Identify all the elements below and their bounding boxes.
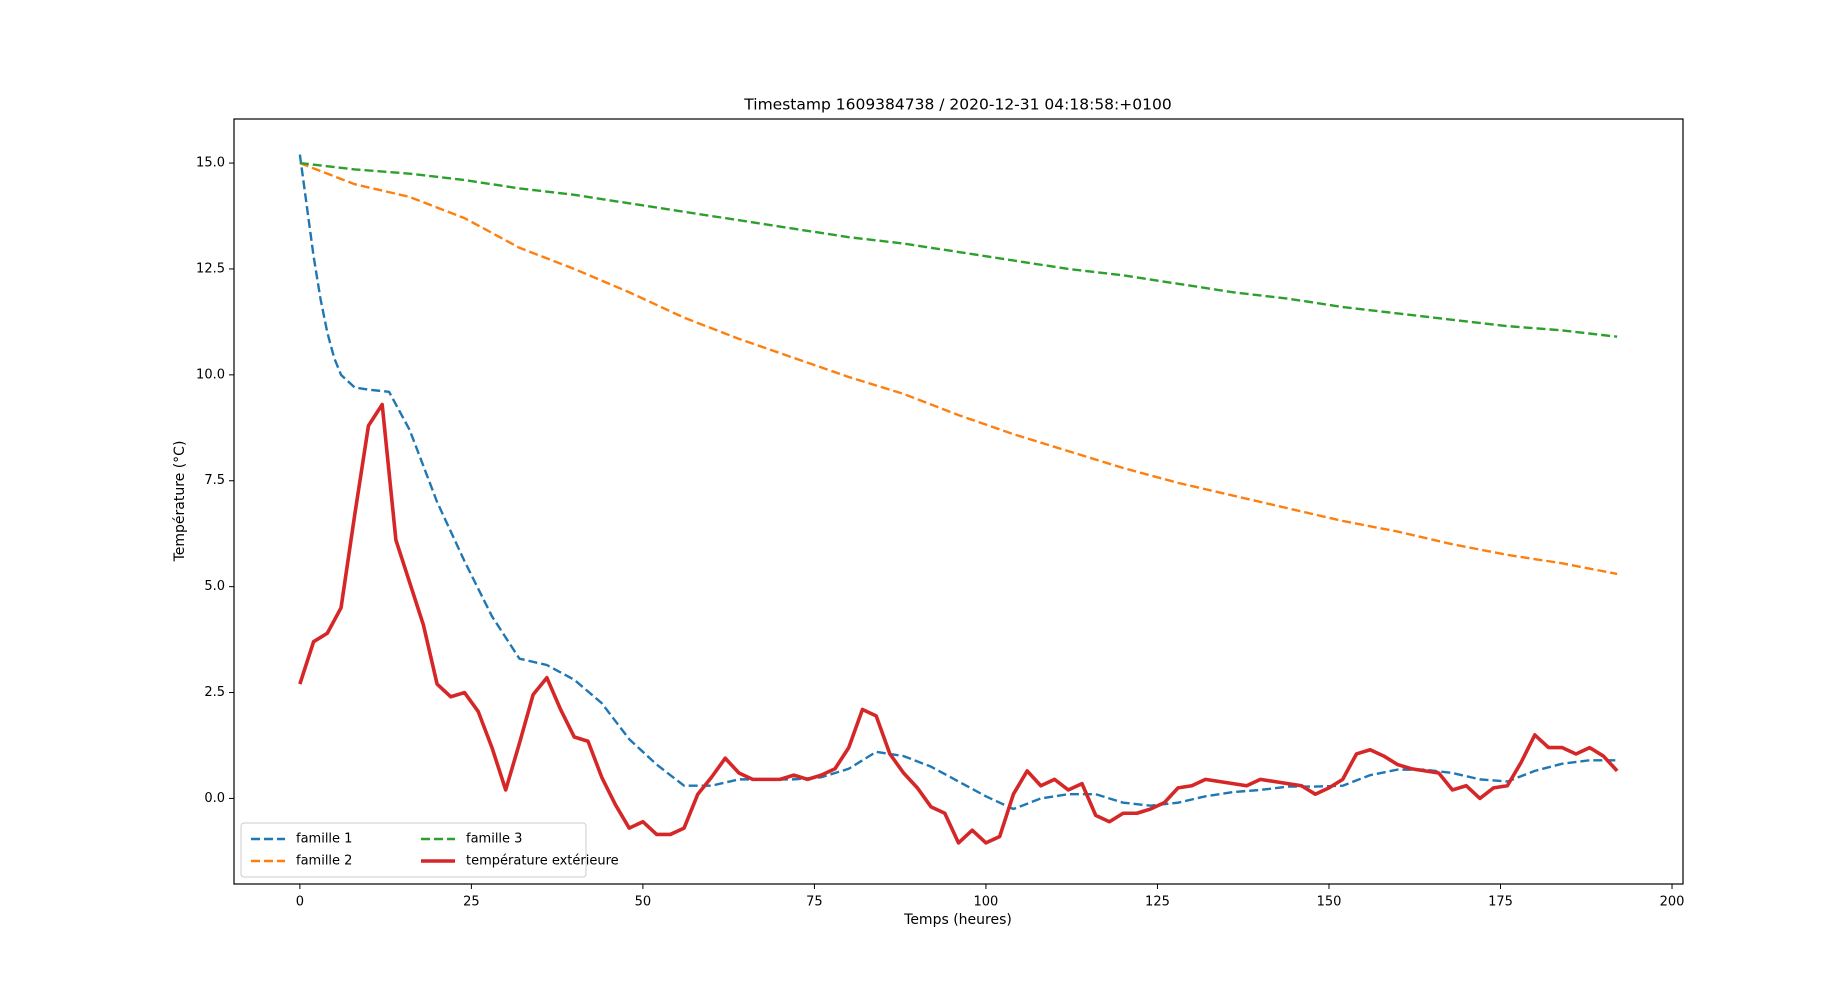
legend-box xyxy=(240,822,587,878)
x-tick-label: 175 xyxy=(1488,895,1513,910)
x-tick-label: 125 xyxy=(1145,895,1170,910)
x-tick-label: 100 xyxy=(974,895,999,910)
y-tick-label: 10.0 xyxy=(196,367,225,382)
x-tick-label: 50 xyxy=(635,895,652,910)
series-line xyxy=(298,402,1619,845)
y-tick-label: 12.5 xyxy=(196,261,225,276)
chart-title: Timestamp 1609384738 / 2020-12-31 04:18:… xyxy=(743,96,1171,114)
legend-label: température extérieure xyxy=(466,854,619,869)
series-line xyxy=(298,154,1618,811)
y-axis-label: Température (°C) xyxy=(172,441,188,563)
x-tick-label: 25 xyxy=(463,895,480,910)
y-tick-label: 0.0 xyxy=(204,791,225,806)
legend-label: famille 1 xyxy=(296,832,352,847)
y-tick-label: 2.5 xyxy=(204,685,225,700)
legend-label: famille 2 xyxy=(296,854,352,869)
series-line xyxy=(299,161,1618,576)
y-tick-label: 7.5 xyxy=(204,473,225,488)
x-tick-label: 75 xyxy=(806,895,823,910)
y-tick-label: 5.0 xyxy=(204,579,225,594)
x-tick-label: 0 xyxy=(296,895,304,910)
y-tick-label: 15.0 xyxy=(196,156,225,171)
legend-label: famille 3 xyxy=(466,832,522,847)
x-tick-label: 200 xyxy=(1660,895,1685,910)
x-tick-label: 150 xyxy=(1317,895,1342,910)
series-line xyxy=(299,161,1618,338)
x-axis-label: Temps (heures) xyxy=(903,912,1012,928)
plot-frame xyxy=(233,118,1684,885)
